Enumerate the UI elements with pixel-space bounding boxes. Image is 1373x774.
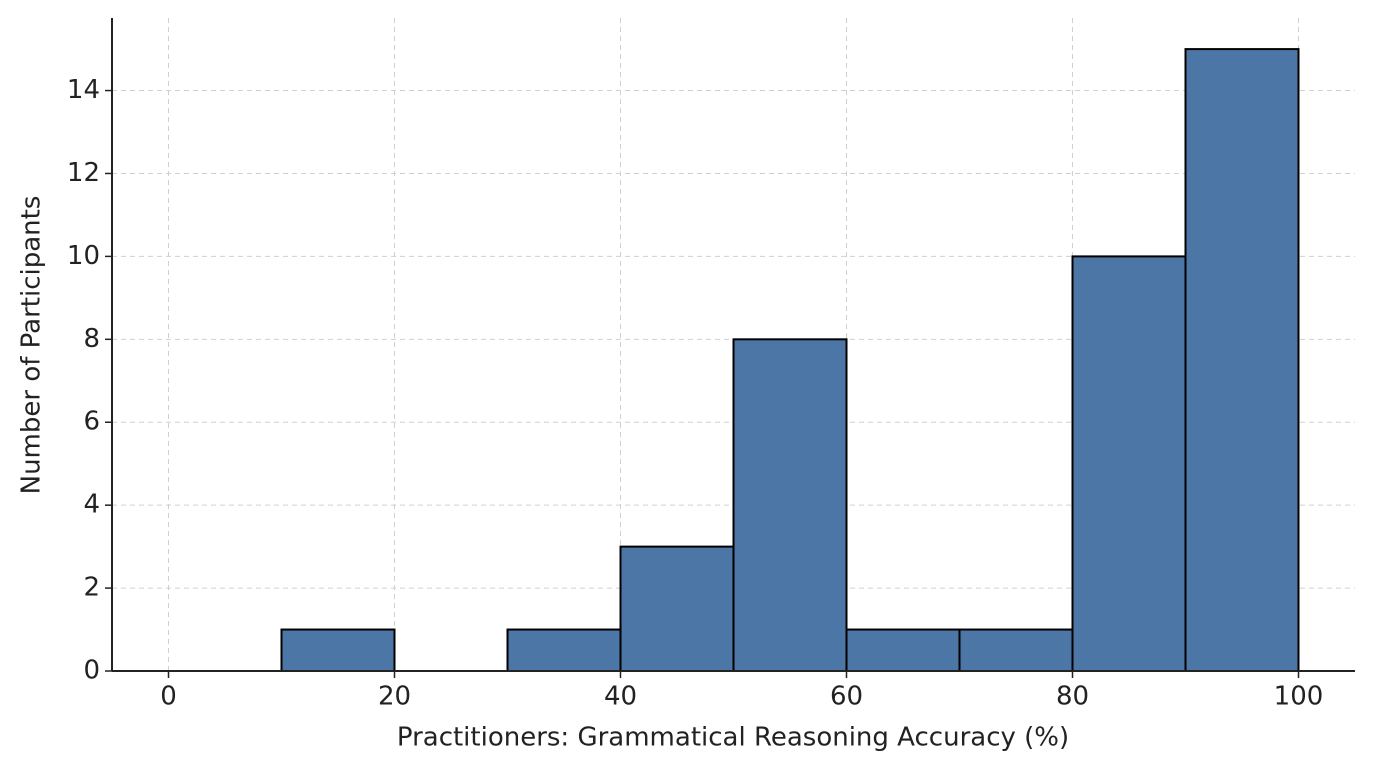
y-tick-label: 12 <box>67 158 100 188</box>
x-tick-label: 40 <box>604 682 637 712</box>
bar <box>506 628 622 672</box>
x-axis-label: Practitioners: Grammatical Reasoning Acc… <box>397 723 1069 753</box>
y-axis-label: Number of Participants <box>17 196 47 495</box>
y-tick-label: 2 <box>83 573 100 603</box>
bar <box>619 545 735 672</box>
y-tick-label: 8 <box>83 324 100 354</box>
bar <box>1071 255 1187 672</box>
bar <box>958 628 1074 672</box>
x-tick-label: 0 <box>160 682 177 712</box>
y-tick-label: 4 <box>83 490 100 520</box>
bar <box>280 628 396 672</box>
y-tick-label: 14 <box>67 75 100 105</box>
x-tick-label: 60 <box>830 682 863 712</box>
bar <box>845 628 961 672</box>
x-tick-label: 100 <box>1274 682 1324 712</box>
y-tick-label: 0 <box>83 656 100 686</box>
x-tick-label: 80 <box>1056 682 1089 712</box>
y-tick-label: 6 <box>83 407 100 437</box>
y-tick-label: 10 <box>67 241 100 271</box>
bar <box>732 338 848 672</box>
bar <box>1184 48 1300 673</box>
x-tick-label: 20 <box>378 682 411 712</box>
